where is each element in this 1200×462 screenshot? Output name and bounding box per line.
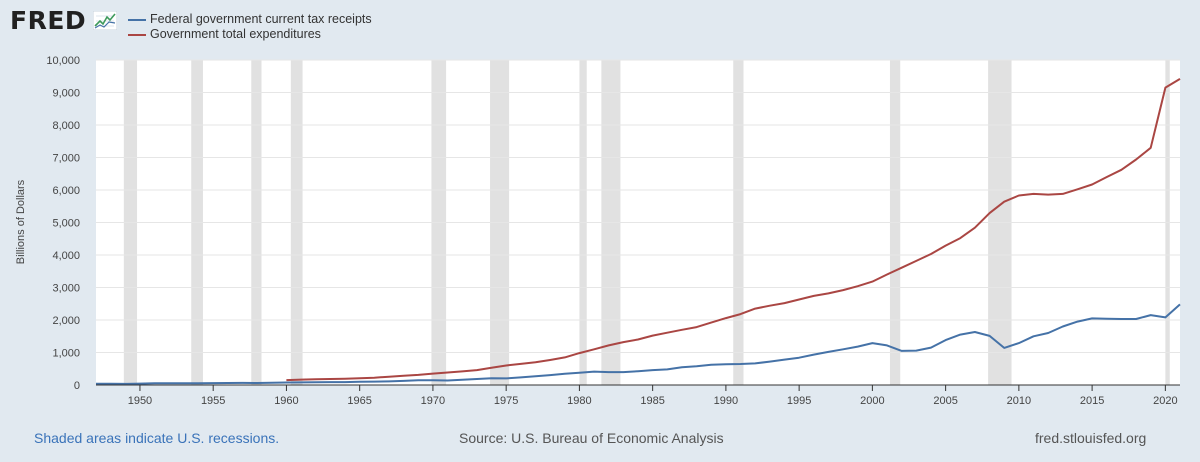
x-tick-label: 1960 (274, 395, 298, 407)
series-line-total-expenditures[interactable] (286, 78, 1181, 382)
legend-label: Government total expenditures (150, 27, 321, 41)
x-tick-label: 1970 (421, 395, 445, 407)
x-tick-label: 2005 (933, 395, 957, 407)
recession-note: Shaded areas indicate U.S. recessions. (34, 430, 280, 446)
x-tick-label: 1975 (494, 395, 518, 407)
gridlines (96, 59, 1180, 353)
y-tick-label: 7,000 (52, 153, 80, 165)
fred-chart-icon (93, 11, 117, 30)
y-tick-label: 6,000 (52, 185, 80, 197)
x-tick-label: 2000 (860, 395, 884, 407)
y-tick-label: 8,000 (52, 120, 80, 132)
y-tick-label: 3,000 (52, 283, 80, 295)
y-axis-ticks: 0 1,000 2,000 3,000 4,000 5,000 6,000 7,000 8,00… (46, 55, 80, 392)
site-link[interactable]: fred.stlouisfed.org (1035, 430, 1147, 446)
y-tick-label: 9,000 (52, 88, 80, 100)
y-tick-label: 10,000 (46, 55, 80, 67)
x-tick-label: 2020 (1153, 395, 1177, 407)
source-text: Source: U.S. Bureau of Economic Analysis (459, 430, 724, 446)
series-line-tax-receipts[interactable] (96, 303, 1181, 385)
x-tick-label: 2015 (1080, 395, 1104, 407)
x-tick-label: 2010 (1007, 395, 1031, 407)
legend-swatch-total-expenditures (128, 33, 146, 36)
series-lines (96, 78, 1181, 385)
legend-item-total-expenditures[interactable]: Government total expenditures (128, 27, 321, 41)
y-axis-label: Billions of Dollars (15, 179, 27, 264)
y-tick-label: 5,000 (52, 218, 80, 230)
legend-label: Federal government current tax receipts (150, 12, 372, 26)
legend-item-tax-receipts[interactable]: Federal government current tax receipts (128, 12, 372, 26)
x-tick-label: 1995 (787, 395, 811, 407)
y-tick-label: 1,000 (52, 348, 80, 360)
y-tick-label: 0 (74, 380, 80, 392)
y-tick-label: 2,000 (52, 315, 80, 327)
x-tick-label: 1985 (640, 395, 664, 407)
y-tick-label: 4,000 (52, 250, 80, 262)
x-tick-label: 1950 (128, 395, 152, 407)
legend-swatch-tax-receipts (128, 18, 146, 21)
x-tick-label: 1955 (201, 395, 225, 407)
x-tick-label: 1965 (347, 395, 371, 407)
x-tick-label: 1990 (714, 395, 738, 407)
x-axis-ticks: 1950 1955 1960 1965 1970 1975 1980 1985 1990 1995… (128, 385, 1178, 407)
fred-logo[interactable]: FRED (10, 6, 87, 35)
x-tick-label: 1980 (567, 395, 591, 407)
